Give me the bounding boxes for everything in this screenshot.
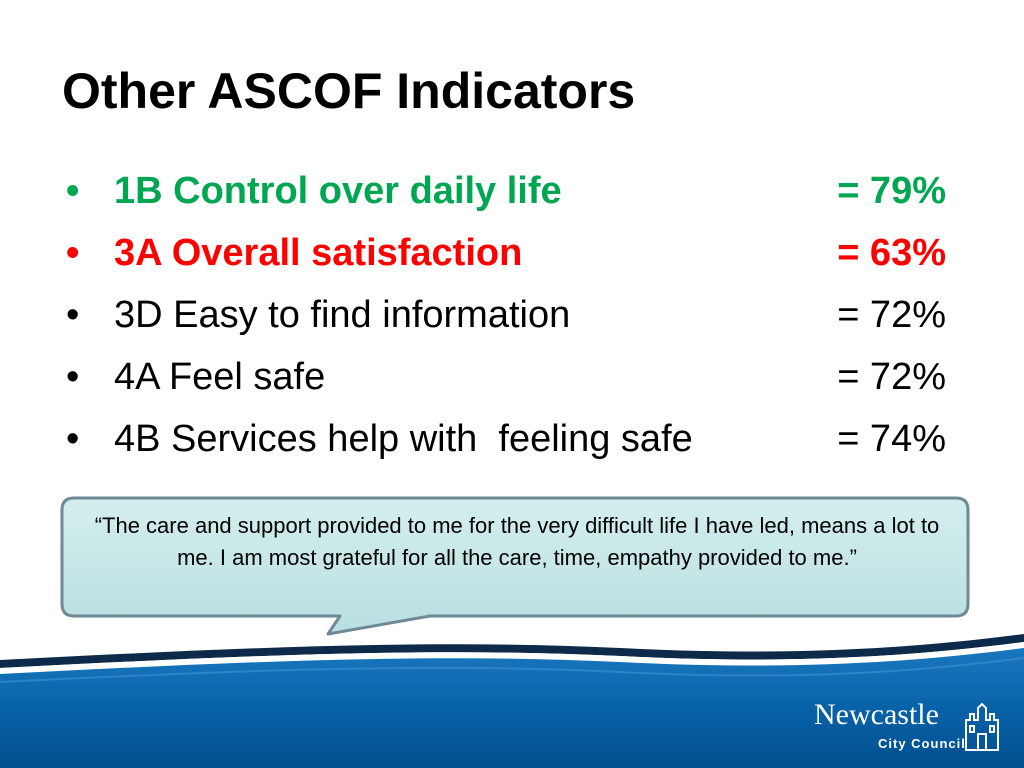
indicator-label: 4B Services help with feeling safe: [114, 418, 693, 460]
indicator-list: • 1B Control over daily life = 79% • 3A …: [66, 160, 956, 470]
quote-callout: “The care and support provided to me for…: [60, 496, 970, 636]
bullet-icon: •: [66, 294, 80, 336]
indicator-value: = 72%: [837, 356, 946, 398]
indicator-value: = 79%: [837, 170, 946, 212]
indicator-value: = 74%: [837, 418, 946, 460]
logo-name: Newcastle: [814, 698, 939, 731]
indicator-row-3a: • 3A Overall satisfaction = 63%: [66, 222, 956, 284]
indicator-row-4a: • 4A Feel safe = 72%: [66, 346, 956, 408]
indicator-label: 1B Control over daily life: [114, 170, 562, 212]
indicator-label: 3D Easy to find information: [114, 294, 571, 336]
footer-wave-banner: [0, 634, 1024, 768]
indicator-row-4b: • 4B Services help with feeling safe = 7…: [66, 408, 956, 470]
indicator-row-1b: • 1B Control over daily life = 79%: [66, 160, 956, 222]
bullet-icon: •: [66, 418, 80, 460]
logo-subtitle: City Council: [878, 736, 966, 751]
callout-bubble-shape: [60, 496, 970, 636]
indicator-value: = 72%: [837, 294, 946, 336]
bullet-icon: •: [66, 356, 80, 398]
castle-icon: [965, 702, 999, 751]
slide-title: Other ASCOF Indicators: [62, 63, 636, 119]
quote-text: “The care and support provided to me for…: [94, 513, 940, 570]
indicator-label: 3A Overall satisfaction: [114, 232, 523, 274]
bullet-icon: •: [66, 170, 80, 212]
bullet-icon: •: [66, 232, 80, 274]
indicator-value: = 63%: [837, 232, 946, 274]
indicator-row-3d: • 3D Easy to find information = 72%: [66, 284, 956, 346]
indicator-label: 4A Feel safe: [114, 356, 326, 398]
newcastle-logo: Newcastle City Council: [814, 698, 1010, 760]
